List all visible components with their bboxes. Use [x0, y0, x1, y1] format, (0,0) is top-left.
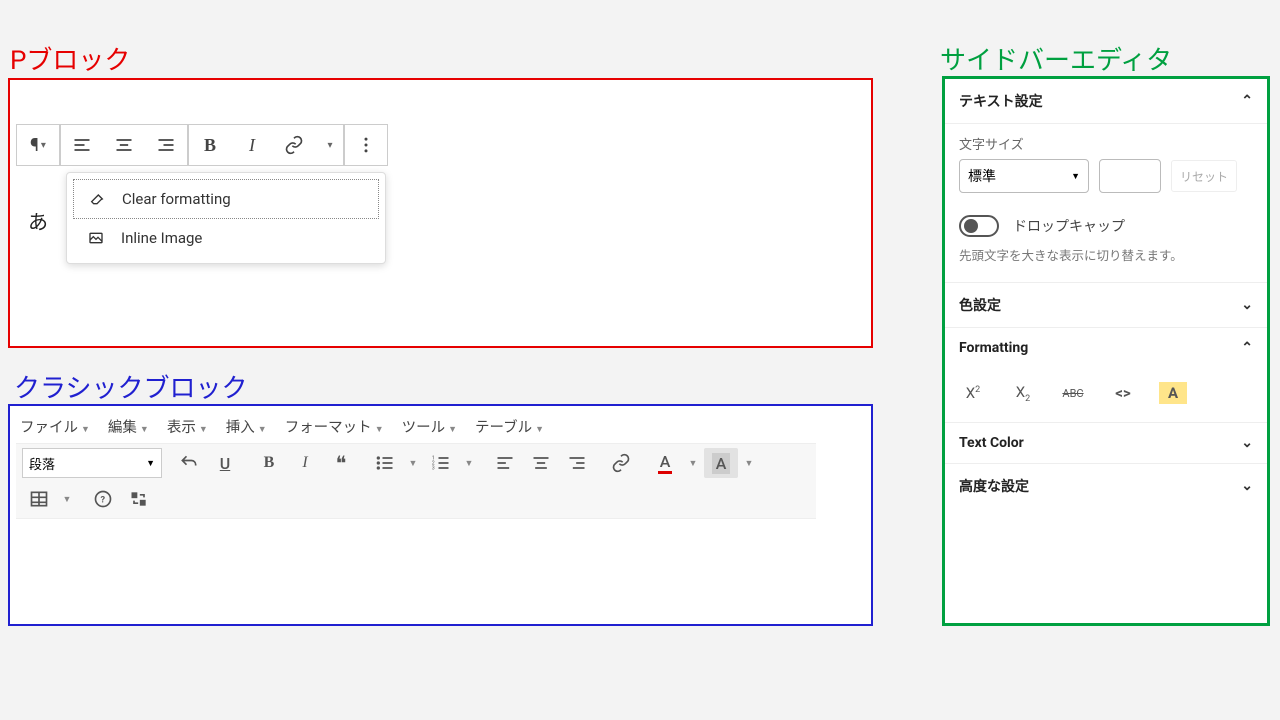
- font-size-label: 文字サイズ: [959, 134, 1253, 153]
- annotation-sidebar: サイドバーエディタ: [940, 40, 1172, 77]
- bold-button[interactable]: B: [189, 125, 231, 165]
- sidebar-editor: テキスト設定⌃ 文字サイズ 標準▼ リセット ドロップキャップ 先頭文字を大きな…: [942, 76, 1270, 626]
- more-options-button[interactable]: [345, 125, 387, 165]
- text-color-header[interactable]: Text Color⌄: [945, 423, 1267, 464]
- bold-button-classic[interactable]: B: [252, 448, 286, 478]
- dropcap-toggle[interactable]: [959, 215, 999, 237]
- align-right-classic[interactable]: [560, 448, 594, 478]
- ulist-button[interactable]: [368, 448, 402, 478]
- strikethrough-button[interactable]: ABC: [1059, 387, 1087, 400]
- italic-button[interactable]: I: [231, 125, 273, 165]
- annotation-pblock: Pブロック: [10, 40, 130, 77]
- superscript-button[interactable]: X2: [959, 384, 987, 402]
- undo-button[interactable]: [172, 448, 206, 478]
- menu-file[interactable]: ファイル▼: [20, 416, 90, 437]
- help-button[interactable]: ?: [86, 484, 120, 514]
- formatting-header[interactable]: Formatting⌃: [945, 328, 1267, 368]
- chevron-down-icon: ⌄: [1241, 478, 1253, 494]
- dropcap-desc: 先頭文字を大きな表示に切り替えます。: [959, 245, 1253, 264]
- link-button-classic[interactable]: [604, 448, 638, 478]
- menu-tools[interactable]: ツール▼: [402, 416, 457, 437]
- chevron-down-icon: ⌄: [1241, 297, 1253, 313]
- inline-image-label: Inline Image: [121, 229, 202, 247]
- highlight-button[interactable]: A: [1159, 382, 1187, 404]
- clear-formatting-item[interactable]: Clear formatting: [73, 179, 379, 219]
- text-color-dropdown[interactable]: ▼: [684, 448, 702, 478]
- olist-dropdown[interactable]: ▼: [460, 448, 478, 478]
- more-formats-dropdown[interactable]: ▾: [315, 125, 343, 165]
- image-icon: [85, 230, 107, 246]
- align-right-button[interactable]: [145, 125, 187, 165]
- menu-insert[interactable]: 挿入▼: [226, 416, 267, 437]
- paragraph-text[interactable]: あ: [28, 206, 48, 235]
- svg-text:3: 3: [432, 466, 435, 472]
- link-button[interactable]: [273, 125, 315, 165]
- ulist-dropdown[interactable]: ▼: [404, 448, 422, 478]
- chevron-down-icon: ⌄: [1241, 435, 1253, 451]
- chevron-up-icon: ⌃: [1241, 93, 1253, 109]
- table-dropdown[interactable]: ▼: [58, 484, 76, 514]
- align-center-classic[interactable]: [524, 448, 558, 478]
- formatting-body: X2 X2 ABC <> A: [945, 368, 1267, 423]
- text-settings-header[interactable]: テキスト設定⌃: [945, 79, 1267, 124]
- pblock-container: ¶▾ B I ▾ Clear formatting Inline Image あ: [8, 78, 873, 348]
- bg-color-dropdown[interactable]: ▼: [740, 448, 758, 478]
- paragraph-select[interactable]: 段落▼: [22, 448, 162, 478]
- table-button[interactable]: [22, 484, 56, 514]
- subscript-button[interactable]: X2: [1009, 383, 1037, 404]
- align-left-classic[interactable]: [488, 448, 522, 478]
- text-settings-body: 文字サイズ 標準▼ リセット ドロップキャップ 先頭文字を大きな表示に切り替えま…: [945, 124, 1267, 283]
- classic-block-container: ファイル▼ 編集▼ 表示▼ 挿入▼ フォーマット▼ ツール▼ テーブル▼ 段落▼…: [8, 404, 873, 626]
- align-left-button[interactable]: [61, 125, 103, 165]
- olist-button[interactable]: 123: [424, 448, 458, 478]
- svg-text:?: ?: [101, 495, 106, 505]
- dropcap-label: ドロップキャップ: [1013, 216, 1125, 236]
- quote-button[interactable]: ❝: [324, 448, 358, 478]
- font-size-input[interactable]: [1099, 159, 1161, 193]
- underline-button[interactable]: U: [208, 448, 242, 478]
- chevron-up-icon: ⌃: [1241, 340, 1253, 356]
- advanced-header[interactable]: 高度な設定⌄: [945, 464, 1267, 508]
- text-color-button[interactable]: A: [648, 448, 682, 478]
- font-size-select[interactable]: 標準▼: [959, 159, 1089, 193]
- formats-dropdown-menu: Clear formatting Inline Image: [66, 172, 386, 264]
- italic-button-classic[interactable]: I: [288, 448, 322, 478]
- align-center-button[interactable]: [103, 125, 145, 165]
- menu-edit[interactable]: 編集▼: [108, 416, 149, 437]
- menu-table[interactable]: テーブル▼: [475, 416, 544, 437]
- bg-color-button[interactable]: A: [704, 448, 738, 478]
- classic-menubar: ファイル▼ 編集▼ 表示▼ 挿入▼ フォーマット▼ ツール▼ テーブル▼: [10, 406, 871, 443]
- menu-format[interactable]: フォーマット▼: [285, 416, 384, 437]
- code-button[interactable]: <>: [1109, 384, 1137, 402]
- menu-view[interactable]: 表示▼: [167, 416, 208, 437]
- block-type-button[interactable]: ¶▾: [17, 125, 59, 165]
- annotation-classic: クラシックブロック: [14, 368, 247, 405]
- pblock-toolbar: ¶▾ B I ▾: [16, 124, 388, 166]
- convert-blocks-button[interactable]: [122, 484, 156, 514]
- classic-toolbar: 段落▼ U B I ❝ ▼ 123 ▼ A ▼ A ▼ ▼ ?: [16, 443, 816, 519]
- inline-image-item[interactable]: Inline Image: [73, 219, 379, 257]
- color-settings-header[interactable]: 色設定⌄: [945, 283, 1267, 328]
- clear-formatting-label: Clear formatting: [122, 190, 231, 208]
- eraser-icon: [86, 191, 108, 207]
- reset-button[interactable]: リセット: [1171, 160, 1237, 192]
